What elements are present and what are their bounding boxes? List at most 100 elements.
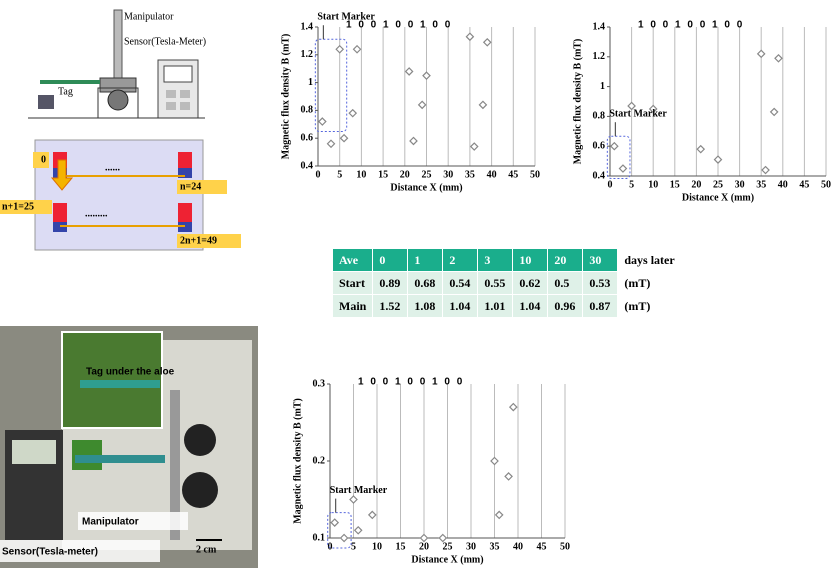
point (369, 511, 376, 518)
table-cell: 0.96 (548, 295, 583, 318)
label: ......... (85, 208, 108, 219)
x-tick-label: 0 (608, 179, 613, 190)
point (715, 156, 722, 163)
point (611, 143, 618, 150)
x-tick-label: 10 (356, 169, 366, 180)
table-cell: 1 (408, 249, 443, 272)
bit-code: 1 0 0 1 0 0 1 0 0 (638, 20, 744, 31)
point (350, 496, 357, 503)
table-cell: 0.55 (478, 272, 513, 295)
table-cell: 20 (548, 249, 583, 272)
annotation: Start Marker (330, 485, 388, 496)
start-marker-box (315, 39, 346, 131)
y-tick-label: 0.2 (313, 455, 326, 466)
x-tick-label: 40 (513, 541, 523, 552)
y-tick-label: 0.8 (593, 111, 606, 122)
y-tick-label: 1 (600, 81, 605, 92)
table-cell: Main (333, 295, 373, 318)
label: Manipulator (124, 11, 174, 22)
label: Tag under the aloe (86, 367, 175, 378)
point (479, 101, 486, 108)
label: 2n+1=49 (180, 235, 217, 246)
point (484, 39, 491, 46)
setup-diagram: Manipulator Sensor(Tesla-Meter) Tag (28, 10, 206, 118)
point (354, 46, 361, 53)
y-tick-label: 0.6 (593, 140, 606, 151)
x-tick-label: 25 (443, 541, 453, 552)
table-cell: 0.62 (513, 272, 548, 295)
label: n+1=25 (2, 201, 34, 212)
label: ...... (105, 162, 121, 173)
table-cell: 2 (443, 249, 478, 272)
point (758, 50, 765, 57)
table-cell: 10 (513, 249, 548, 272)
x-tick-label: 35 (490, 541, 500, 552)
x-tick-label: 25 (422, 169, 432, 180)
x-tick-label: 0 (316, 169, 321, 180)
table-cell: 3 (478, 249, 513, 272)
point (341, 535, 348, 542)
x-tick-label: 30 (466, 541, 476, 552)
table-cell: 0.53 (583, 272, 618, 295)
y-axis-label: Magnetic flux density B (mT) (572, 39, 583, 165)
y-tick-label: 1.2 (301, 49, 314, 60)
annotation: Start Marker (317, 12, 375, 23)
x-tick-label: 10 (648, 179, 658, 190)
y-tick-label: 1 (308, 77, 313, 88)
x-tick-label: 20 (419, 541, 429, 552)
point (355, 527, 362, 534)
point (341, 135, 348, 142)
x-axis-label: Distance X (mm) (682, 192, 754, 203)
label: 2 cm (196, 544, 217, 555)
point (619, 165, 626, 172)
x-tick-label: 50 (560, 541, 570, 552)
x-tick-label: 35 (465, 169, 475, 180)
label: Sensor(Tesla-meter) (2, 547, 98, 558)
x-tick-label: 30 (735, 179, 745, 190)
x-tick-label: 15 (396, 541, 406, 552)
y-tick-label: 1.4 (593, 21, 606, 32)
x-axis-label: Distance X (mm) (411, 554, 483, 565)
y-tick-label: 1.2 (593, 51, 606, 62)
y-tick-label: 0.4 (593, 170, 606, 181)
point (336, 46, 343, 53)
x-tick-label: 5 (629, 179, 634, 190)
point (771, 108, 778, 115)
table-cell: 0.54 (443, 272, 478, 295)
x-tick-label: 30 (443, 169, 453, 180)
x-tick-label: 40 (778, 179, 788, 190)
table-cell: 1.08 (408, 295, 443, 318)
point (423, 72, 430, 79)
table-cell: 1.04 (443, 295, 478, 318)
table-cell: 1.01 (478, 295, 513, 318)
table-cell: (mT) (618, 295, 681, 318)
point (349, 110, 356, 117)
label: n=24 (180, 181, 201, 192)
x-tick-label: 45 (537, 541, 547, 552)
x-tick-label: 25 (713, 179, 723, 190)
y-axis-label: Magnetic flux density B (mT) (292, 398, 303, 524)
point (466, 33, 473, 40)
x-tick-label: 15 (670, 179, 680, 190)
x-axis-label: Distance X (mm) (390, 182, 462, 193)
x-tick-label: 35 (756, 179, 766, 190)
table-cell: 0 (373, 249, 408, 272)
label: Manipulator (82, 517, 139, 528)
table-cell: 0.89 (373, 272, 408, 295)
start-marker-box (607, 136, 630, 178)
point (410, 137, 417, 144)
y-tick-label: 0.4 (301, 160, 314, 171)
x-tick-label: 20 (691, 179, 701, 190)
table-cell: 0.68 (408, 272, 443, 295)
x-tick-label: 10 (372, 541, 382, 552)
point (319, 118, 326, 125)
point (328, 140, 335, 147)
x-tick-label: 5 (337, 169, 342, 180)
x-tick-label: 40 (487, 169, 497, 180)
label: Tag (58, 86, 73, 97)
table-cell: (mT) (618, 272, 681, 295)
point (491, 458, 498, 465)
annotation: Start Marker (609, 108, 667, 119)
page: Manipulator Sensor(Tesla-Meter) Tag 0 n=… (0, 0, 832, 578)
table: Ave0123102030days later Start0.890.680.5… (332, 248, 682, 318)
